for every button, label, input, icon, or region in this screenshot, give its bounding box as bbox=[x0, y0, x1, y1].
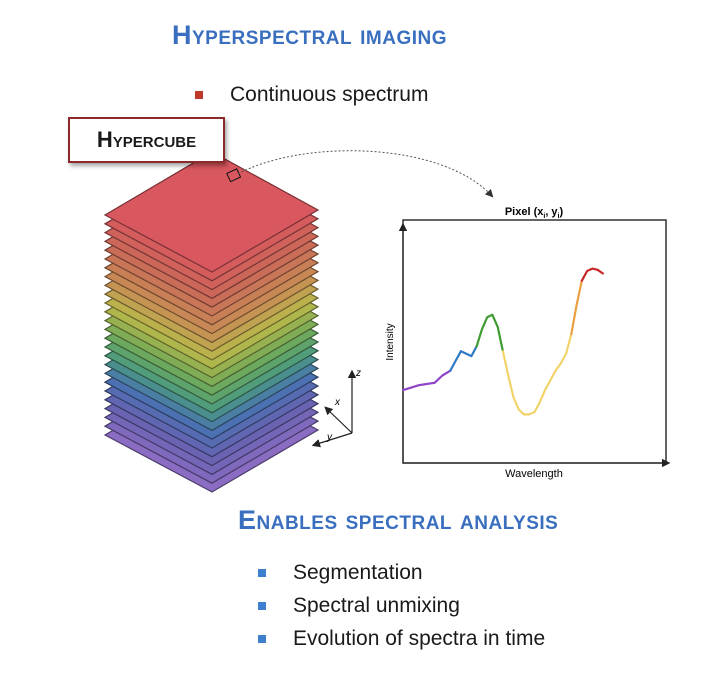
spectrum-segment-orange bbox=[570, 279, 583, 336]
list-item-text: Spectral unmixing bbox=[293, 594, 460, 617]
spectrum-segment-yellow bbox=[501, 333, 573, 416]
spectrum-segment-purple bbox=[401, 369, 452, 392]
bullet-square-icon bbox=[258, 602, 266, 610]
plot-frame bbox=[402, 219, 667, 464]
axis-label-z: z bbox=[355, 368, 361, 379]
page-title: Hyperspectral imaging bbox=[172, 20, 448, 50]
section-title: Enables spectral analysis bbox=[238, 505, 559, 535]
pixel-marker bbox=[226, 168, 242, 183]
list-item-text: Segmentation bbox=[293, 561, 423, 584]
axis-label-y: y bbox=[326, 432, 333, 443]
list-item: Evolution of spectra in time bbox=[258, 622, 546, 655]
list-item-text: Continuous spectrum bbox=[230, 83, 429, 106]
plot-ylabel: Intensity bbox=[385, 323, 396, 360]
list-item-text: Evolution of spectra in time bbox=[293, 627, 546, 650]
plot-xlabel: Wavelength bbox=[505, 468, 563, 480]
list-item: Spectral unmixing bbox=[258, 589, 545, 622]
spectrum-plot: Pixel (xi, yi) Wavelength Intensity bbox=[385, 206, 671, 480]
bullet-square-icon bbox=[258, 569, 266, 577]
spectrum-segment-red bbox=[580, 267, 605, 282]
bullet-square-icon bbox=[195, 91, 203, 99]
axis-label-x: x bbox=[334, 397, 341, 408]
cube-layer bbox=[103, 151, 320, 273]
axes-3d bbox=[311, 369, 357, 448]
list-item: Segmentation bbox=[258, 556, 545, 589]
pixel-to-plot-arrow bbox=[237, 150, 494, 198]
hypercube-stack bbox=[103, 151, 320, 493]
bullet-square-icon bbox=[258, 635, 266, 643]
spectrum-series bbox=[401, 267, 605, 416]
bottom-bullet-list: Segmentation Spectral unmixing Evolution… bbox=[258, 556, 546, 655]
top-bullet-list: Continuous spectrum bbox=[195, 78, 429, 111]
plot-title: Pixel (xi, yi) bbox=[505, 206, 564, 220]
hypercube-label: Hypercube bbox=[68, 117, 225, 163]
spectrum-segment-blue bbox=[449, 345, 478, 372]
list-item: Continuous spectrum bbox=[195, 78, 429, 111]
spectrum-segment-green bbox=[475, 313, 504, 353]
